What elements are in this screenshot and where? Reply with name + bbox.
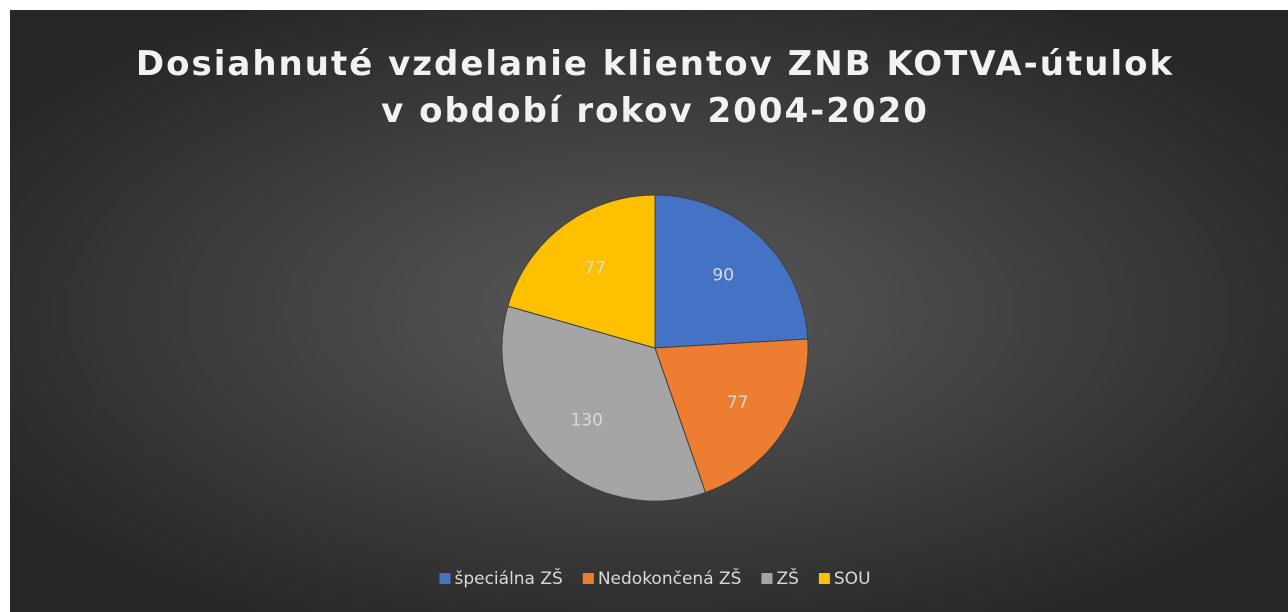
data-label: 90 (712, 266, 734, 286)
chart-title: Dosiahnuté vzdelanie klientov ZNB KOTVA-… (136, 44, 1174, 84)
legend-swatch (439, 573, 451, 584)
legend-swatch (582, 573, 594, 584)
pie-slice (501, 305, 707, 502)
legend-label: Nedokončená ZŠ (598, 567, 742, 589)
data-label: 77 (727, 393, 749, 413)
pie-slice (507, 194, 656, 349)
legend-label: ZŠ (776, 567, 798, 589)
data-label: 77 (584, 259, 606, 279)
legend-swatch (818, 573, 830, 584)
pie-slice (654, 338, 809, 494)
pie-slice (654, 194, 809, 349)
legend-label: špeciálna ZŠ (454, 567, 562, 589)
legend-label: SOU (834, 569, 871, 589)
legend-swatch (761, 573, 773, 584)
data-label: 130 (571, 410, 603, 430)
chart-title: v období rokov 2004-2020 (381, 91, 929, 131)
